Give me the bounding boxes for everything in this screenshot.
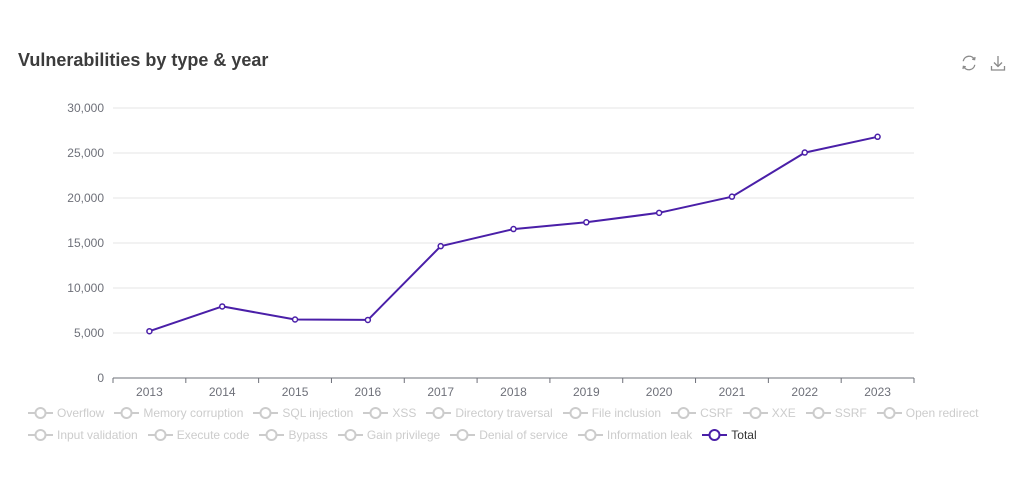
data-point [728,193,736,200]
legend-item[interactable]: Memory corruption [114,406,243,420]
x-tick-label: 2022 [791,385,818,399]
legend-item[interactable]: Denial of service [450,428,568,442]
data-point [146,327,153,335]
legend-item[interactable]: Open redirect [876,406,979,420]
legend-item[interactable]: Gain privilege [337,428,441,442]
x-tick-label: 2018 [500,385,527,399]
x-tick-label: 2015 [282,385,309,399]
legend-label: Open redirect [905,406,979,420]
legend-label: Directory traversal [455,406,553,420]
legend-marker-icon [28,429,53,441]
legend-label: Input validation [57,428,138,442]
x-tick-label: 2013 [136,385,163,399]
data-point [583,219,590,226]
legend-label: XXE [771,406,796,420]
legend-item[interactable]: CSRF [671,406,733,420]
data-point [437,242,444,250]
legend-marker-icon [702,429,728,441]
legend-marker-icon [337,429,363,441]
legend-label: SSRF [834,406,867,420]
legend-item[interactable]: XSS [363,406,416,420]
y-tick-label: 5,000 [74,326,104,340]
x-tick-label: 2014 [209,385,236,399]
legend-item[interactable]: File inclusion [562,406,662,420]
x-tick-label: 2023 [864,385,891,399]
data-point [655,209,663,217]
legend-label: Bypass [288,428,328,442]
legend-label: Information leak [606,428,693,442]
legend-label: XSS [392,406,417,420]
legend-item[interactable]: Overflow [28,406,104,420]
legend-item[interactable]: Bypass [259,428,328,442]
legend-marker-icon [742,407,768,419]
chart-toolbox [959,53,1008,73]
legend-marker-icon [450,429,476,441]
legend-item[interactable]: Directory traversal [426,406,553,420]
y-tick-label: 30,000 [67,101,104,115]
chart-legend: Overflow Memory corruption SQL injection XS… [28,402,1008,446]
y-tick-label: 0 [97,371,104,385]
x-tick-label: 2019 [573,385,600,399]
x-tick-label: 2017 [427,385,454,399]
legend-item[interactable]: XXE [742,406,796,420]
y-tick-label: 15,000 [67,236,104,250]
legend-marker-icon [562,407,588,419]
download-icon[interactable] [988,53,1008,73]
legend-label: Execute code [176,428,250,442]
legend-item[interactable]: Execute code [147,428,250,442]
chart-title: Vulnerabilities by type & year [18,50,269,70]
data-point [364,316,372,324]
legend-marker-icon [671,407,697,419]
data-point [291,316,299,323]
y-tick-label: 25,000 [67,146,104,160]
legend-marker-icon [253,407,279,419]
data-point [218,303,226,310]
x-tick-label: 2020 [646,385,673,399]
data-point [874,133,881,141]
legend-item[interactable]: Information leak [577,428,693,442]
legend-marker-icon [426,407,452,419]
legend-label: SQL injection [282,406,354,420]
legend-row: Input validation Execute code Bypass Gain p… [28,424,1008,446]
x-tick-label: 2021 [719,385,746,399]
legend-marker-icon [805,407,831,419]
x-tick-label: 2016 [355,385,382,399]
series-line-total [149,135,878,333]
legend-marker-icon [577,429,603,441]
legend-item[interactable]: Total [702,428,757,442]
legend-item[interactable]: Input validation [28,428,138,442]
legend-row: Overflow Memory corruption SQL injection XS… [28,402,1008,424]
legend-label: Total [731,428,757,442]
legend-marker-icon [28,407,53,419]
line-chart: 0 5,000 10,000 15,000 20,000 25,000 30,000 2013… [67,101,915,399]
legend-label: File inclusion [591,406,662,420]
y-tick-label: 10,000 [67,281,104,295]
legend-marker-icon [363,407,389,419]
data-point [801,149,809,156]
legend-marker-icon [876,407,902,419]
legend-marker-icon [259,429,285,441]
refresh-icon[interactable] [959,53,979,73]
data-point [510,225,517,233]
legend-label: CSRF [700,406,733,420]
legend-label: Gain privilege [366,428,441,442]
y-tick-label: 20,000 [67,191,104,205]
legend-marker-icon [147,429,173,441]
legend-item[interactable]: SSRF [805,406,867,420]
legend-label: Denial of service [479,428,568,442]
legend-marker-icon [114,407,140,419]
legend-label: Overflow [57,406,105,420]
legend-item[interactable]: SQL injection [253,406,353,420]
legend-label: Memory corruption [143,406,244,420]
